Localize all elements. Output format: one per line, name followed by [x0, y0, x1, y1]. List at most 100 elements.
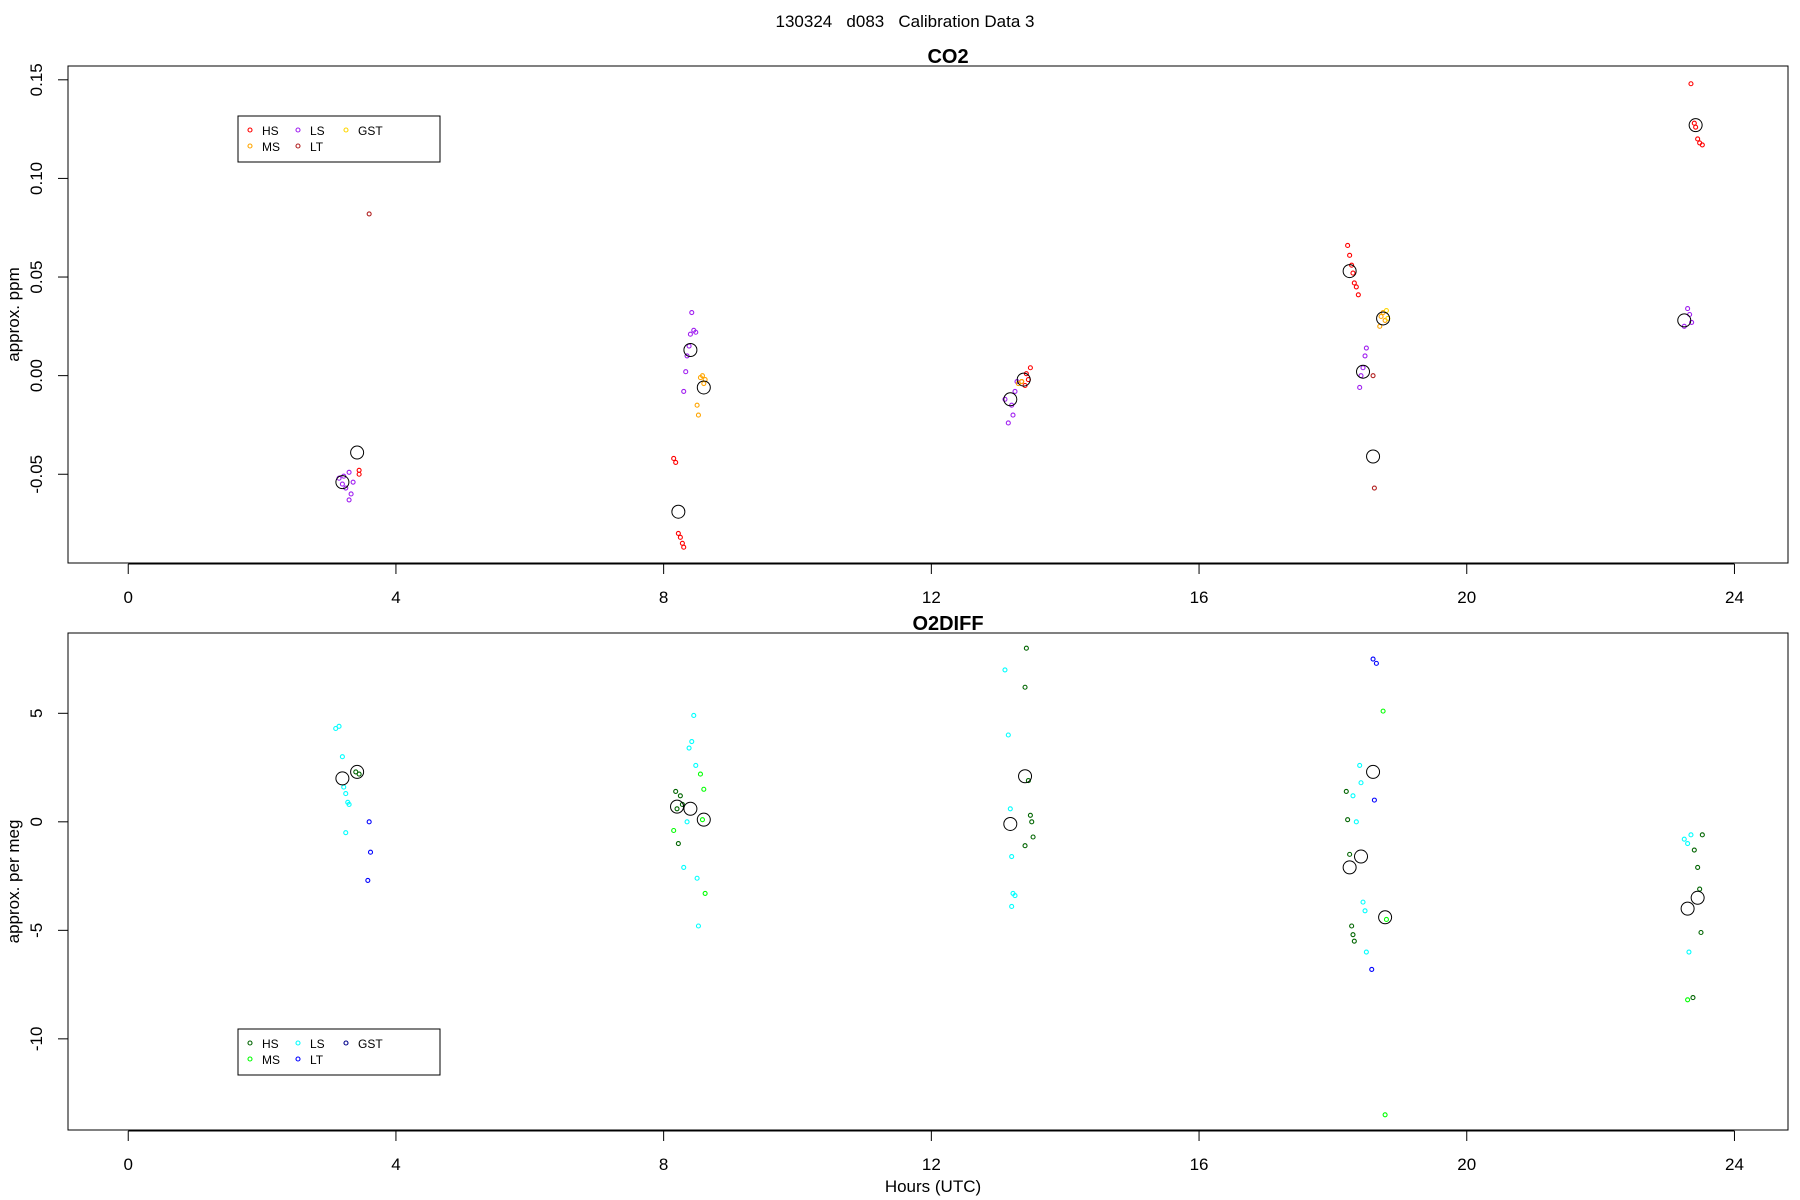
data-point: [1358, 780, 1364, 786]
data-point: [356, 471, 362, 477]
data-point: [1353, 819, 1359, 825]
data-point: [689, 738, 695, 745]
data-point: [1347, 252, 1353, 258]
data-point: [1371, 797, 1377, 803]
y-tick-label: 0.15: [27, 63, 46, 96]
y-tick-label: 0.00: [27, 359, 46, 392]
data-point: [1695, 864, 1701, 870]
data-point: [1688, 81, 1694, 87]
y-axis-label: approx. per meg: [4, 820, 23, 944]
legend-marker: [247, 1040, 253, 1046]
data-point: [1699, 832, 1705, 838]
data-point: [1357, 762, 1363, 768]
legend-marker: [247, 143, 253, 149]
legend: HS MS LS LT GST: [237, 115, 441, 163]
y-tick-label: 0.10: [27, 162, 46, 195]
data-point: [1343, 788, 1349, 794]
legend-marker: [247, 1056, 253, 1062]
data-point: [683, 369, 689, 375]
data-point: [681, 388, 687, 394]
mean-marker: [350, 445, 365, 460]
legend-label: LT: [310, 140, 324, 154]
data-point: [346, 497, 352, 503]
data-point: [1005, 732, 1011, 738]
data-point: [1022, 843, 1028, 849]
x-tick-label: 8: [659, 1155, 668, 1174]
data-point: [1022, 684, 1028, 690]
legend-marker: [295, 1056, 301, 1062]
data-point: [1002, 396, 1008, 402]
mean-marker: [696, 812, 711, 827]
data-point: [1350, 932, 1356, 938]
data-point: [671, 827, 677, 834]
mean-marker: [1342, 264, 1357, 279]
data-point: [1685, 840, 1691, 847]
data-point: [336, 723, 342, 729]
legend-label: GST: [358, 124, 383, 138]
mean-marker: [683, 343, 698, 357]
mean-marker: [696, 380, 711, 395]
mean-marker-series: [335, 118, 1703, 519]
data-point: [681, 864, 687, 870]
data-point: [348, 491, 354, 497]
data-point: [1023, 371, 1029, 377]
data-point: [1350, 793, 1356, 799]
data-point: [1363, 345, 1369, 351]
data-point: [1012, 893, 1018, 899]
legend-marker: [343, 127, 349, 133]
x-tick-label: 16: [1190, 588, 1209, 607]
mean-marker: [1366, 764, 1381, 779]
x-tick-label: 12: [922, 1155, 941, 1174]
data-point: [1345, 817, 1351, 823]
data-point: [1019, 379, 1025, 385]
data-point: [673, 459, 679, 465]
co2-panel: CO2 0 4 8 12 16 20 24 -0.05 0.00 0.05 0.10 0.15 appro…: [4, 46, 1789, 607]
data-point: [699, 817, 706, 823]
mean-marker: [1003, 816, 1018, 831]
legend-label: LT: [310, 1053, 324, 1067]
panel-title: CO2: [927, 46, 968, 68]
x-tick-label: 24: [1725, 1155, 1744, 1174]
data-point: [673, 788, 679, 794]
data-series: [366, 211, 1377, 491]
x-tick-label: 4: [391, 1155, 400, 1174]
data-point: [681, 544, 687, 550]
data-point: [699, 373, 706, 379]
data-point: [691, 712, 697, 719]
data-point: [675, 840, 681, 847]
data-series: [671, 708, 1691, 1118]
mean-marker: [1378, 910, 1393, 925]
data-point: [675, 530, 681, 536]
data-point: [1023, 645, 1029, 651]
x-tick-label: 24: [1725, 588, 1744, 607]
data-point: [339, 481, 345, 487]
figure-title: 130324 d083 Calibration Data 3: [776, 12, 1035, 31]
mean-marker: [335, 475, 350, 490]
data-point: [1685, 997, 1691, 1003]
data-point: [702, 890, 708, 896]
y-tick-label: -10: [27, 1027, 46, 1052]
x-tick-label: 0: [123, 1155, 132, 1174]
data-point: [1681, 836, 1687, 842]
data-point: [1005, 420, 1011, 426]
data-point: [356, 771, 362, 777]
data-point: [1699, 142, 1705, 148]
data-point: [1380, 708, 1386, 714]
mean-marker: [1680, 901, 1695, 916]
data-point: [701, 786, 707, 792]
x-tick-label: 8: [659, 588, 668, 607]
data-point: [1360, 365, 1366, 371]
x-tick-label: 20: [1457, 1155, 1476, 1174]
legend-label: LS: [310, 124, 325, 138]
y-tick-label: 0.05: [27, 260, 46, 293]
y-tick-label: -5: [27, 923, 46, 938]
mean-marker: [1016, 372, 1031, 387]
legend-label: HS: [262, 1037, 279, 1051]
mean-marker: [683, 801, 698, 816]
data-point: [697, 771, 704, 777]
legend-marker: [295, 127, 301, 133]
data-point: [1373, 660, 1379, 666]
y-tick-label: 5: [27, 709, 46, 718]
legend-label: MS: [262, 140, 280, 154]
